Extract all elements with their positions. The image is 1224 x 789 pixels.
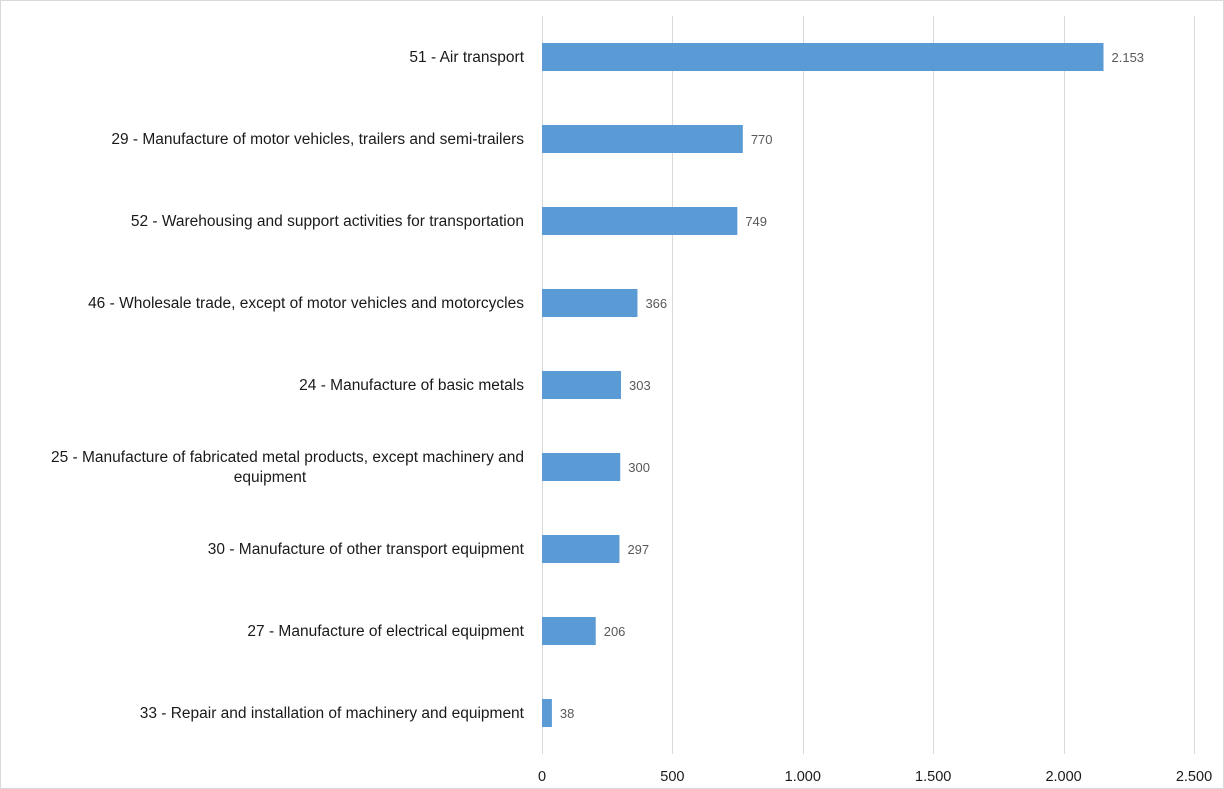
x-tick-label: 500 [660, 769, 684, 785]
bar [542, 535, 620, 563]
category-label: 25 - Manufacture of fabricated metal pro… [51, 449, 524, 466]
category-label: 29 - Manufacture of motor vehicles, trai… [111, 131, 524, 148]
x-tick-label: 2.500 [1176, 769, 1212, 785]
bars [542, 43, 1104, 727]
bar [542, 289, 638, 317]
bar [542, 617, 596, 645]
category-label: 24 - Manufacture of basic metals [299, 377, 524, 394]
bar [542, 207, 738, 235]
category-label: 33 - Repair and installation of machiner… [140, 705, 525, 722]
value-label: 303 [629, 378, 651, 393]
category-label: equipment [234, 469, 307, 486]
x-axis-ticks: 0 500 1.000 1.500 2.000 2.500 [538, 769, 1212, 785]
x-tick-label: 1.000 [785, 769, 821, 785]
value-label: 366 [645, 296, 667, 311]
category-label: 30 - Manufacture of other transport equi… [208, 541, 525, 558]
x-tick-label: 1.500 [915, 769, 951, 785]
bar [542, 699, 552, 727]
value-label: 38 [560, 706, 574, 721]
category-label: 52 - Warehousing and support activities … [131, 213, 524, 230]
value-labels: 2.153 770 749 366 303 300 297 206 38 [560, 50, 1144, 721]
bar [542, 125, 743, 153]
category-labels: 51 - Air transport 29 - Manufacture of mo… [51, 49, 525, 722]
value-label: 749 [745, 214, 767, 229]
value-label: 300 [628, 460, 650, 475]
value-label: 2.153 [1112, 50, 1145, 65]
category-label: 51 - Air transport [409, 49, 524, 66]
value-label: 297 [627, 542, 649, 557]
bar [542, 43, 1104, 71]
x-tick-label: 0 [538, 769, 546, 785]
category-label: 27 - Manufacture of electrical equipment [247, 623, 524, 640]
x-tick-label: 2.000 [1045, 769, 1081, 785]
bar [542, 371, 622, 399]
value-label: 206 [604, 624, 626, 639]
category-label: 46 - Wholesale trade, except of motor ve… [88, 295, 524, 312]
bar [542, 453, 621, 481]
value-label: 770 [751, 132, 773, 147]
